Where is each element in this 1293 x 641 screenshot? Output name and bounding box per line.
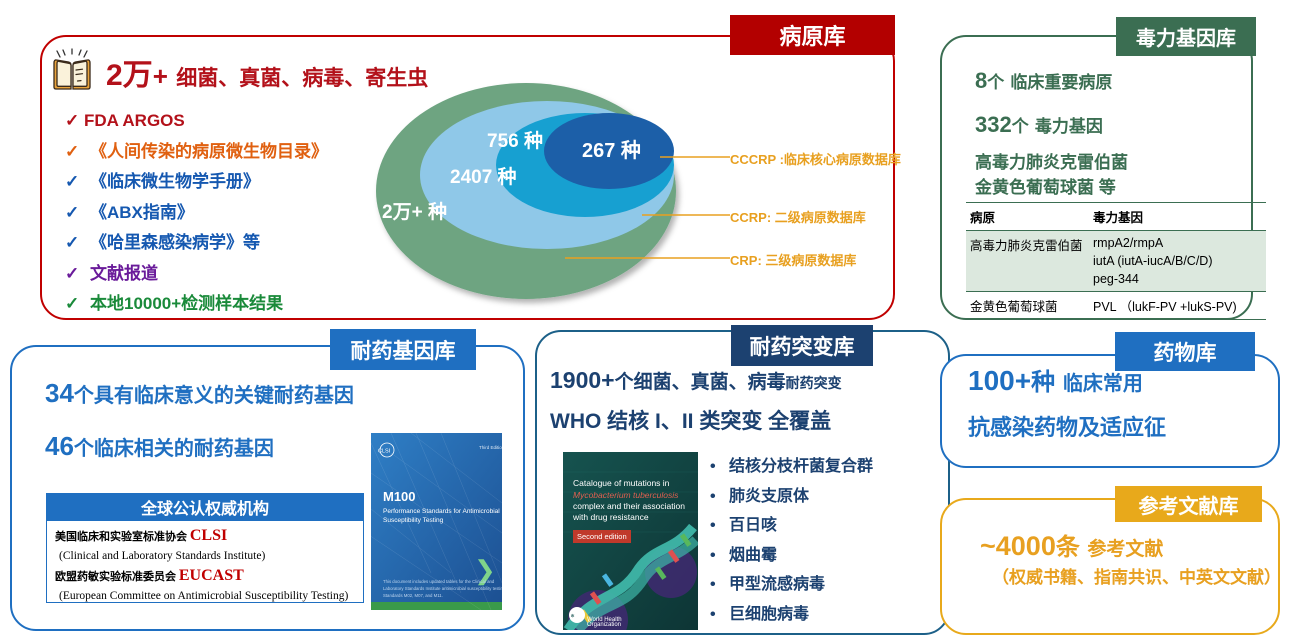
svg-text:Third Edition: Third Edition bbox=[479, 445, 502, 450]
svg-text:Laboratory Standards Institute: Laboratory Standards Institute antimicro… bbox=[383, 586, 502, 591]
svg-text:Catalogue of mutations in: Catalogue of mutations in bbox=[573, 478, 670, 488]
svg-text:756 种: 756 种 bbox=[487, 130, 543, 152]
svg-text:267 种: 267 种 bbox=[582, 139, 641, 162]
svg-text:Organization: Organization bbox=[587, 622, 621, 628]
svg-text:CLSI: CLSI bbox=[378, 449, 391, 455]
svg-text:Standards M02, M07, and M11.: Standards M02, M07, and M11. bbox=[383, 593, 443, 598]
svg-text:2万+ 种: 2万+ 种 bbox=[382, 201, 447, 223]
svg-text:Performance Standards for Anti: Performance Standards for Antimicrobial bbox=[383, 508, 500, 515]
svg-text:with drug resistance: with drug resistance bbox=[572, 512, 649, 522]
svg-text:This document includes updated: This document includes updated tables fo… bbox=[383, 579, 495, 584]
svg-text:Mycobacterium tuberculosis: Mycobacterium tuberculosis bbox=[573, 490, 679, 500]
svg-text:❄: ❄ bbox=[571, 614, 575, 620]
svg-text:Second edition: Second edition bbox=[577, 532, 627, 541]
svg-text:2407 种: 2407 种 bbox=[450, 166, 517, 188]
svg-text:complex and their association: complex and their association bbox=[573, 501, 685, 511]
svg-text:M100: M100 bbox=[383, 489, 416, 504]
svg-text:Susceptibility Testing: Susceptibility Testing bbox=[383, 517, 444, 524]
